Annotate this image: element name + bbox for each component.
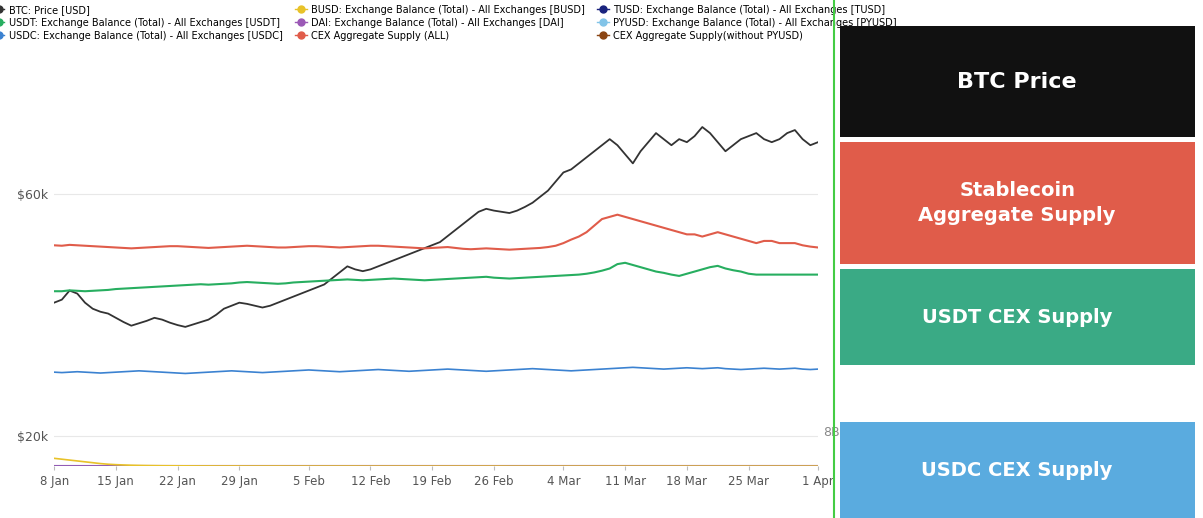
- Text: USDT CEX Supply: USDT CEX Supply: [921, 308, 1113, 327]
- Text: USDC CEX Supply: USDC CEX Supply: [921, 461, 1113, 480]
- Text: Stablecoin
Aggregate Supply: Stablecoin Aggregate Supply: [918, 181, 1116, 225]
- Text: BTC Price: BTC Price: [958, 71, 1077, 92]
- Legend: BTC: Price [USD], USDT: Exchange Balance (Total) - All Exchanges [USDT], USDC: E: BTC: Price [USD], USDT: Exchange Balance…: [0, 5, 897, 41]
